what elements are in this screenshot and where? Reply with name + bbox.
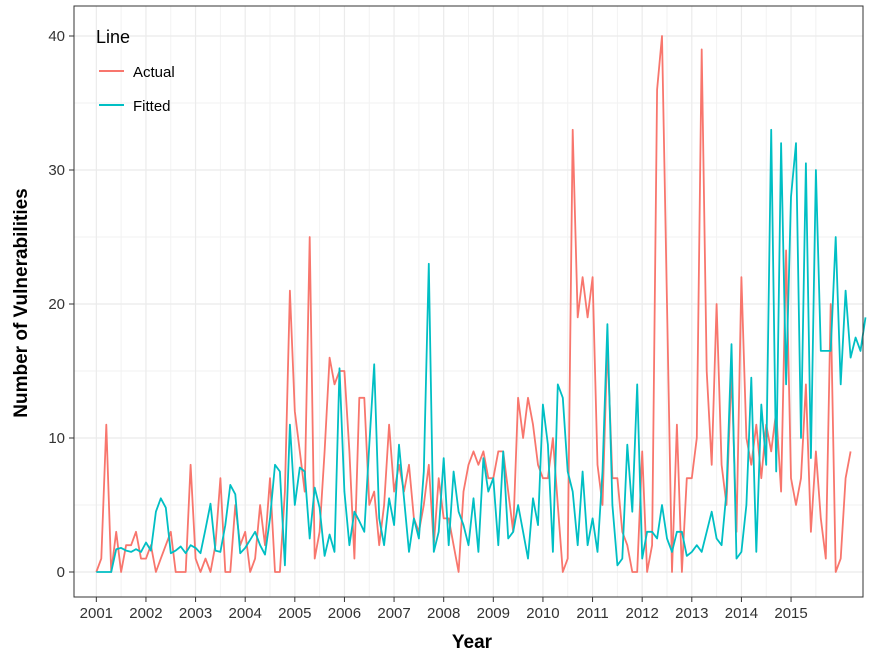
legend-label-actual: Actual bbox=[133, 64, 175, 81]
y-tick-label: 10 bbox=[48, 430, 65, 447]
x-tick-label: 2003 bbox=[179, 605, 212, 622]
y-axis: 0 10 20 30 40 bbox=[48, 28, 74, 581]
x-tick-label: 2009 bbox=[477, 605, 510, 622]
x-tick-label: 2014 bbox=[725, 605, 758, 622]
y-tick-label: 0 bbox=[57, 564, 65, 581]
x-tick-label: 2002 bbox=[129, 605, 162, 622]
y-tick-label: 30 bbox=[48, 162, 65, 179]
data-lines bbox=[95, 35, 867, 573]
x-tick-label: 2012 bbox=[625, 605, 658, 622]
x-axis-title: Year bbox=[452, 632, 493, 653]
x-tick-label: 2006 bbox=[328, 605, 361, 622]
major-gridlines bbox=[74, 6, 863, 597]
legend-title: Line bbox=[96, 27, 130, 47]
x-tick-label: 2007 bbox=[377, 605, 410, 622]
x-tick-label: 2011 bbox=[576, 605, 608, 622]
x-tick-label: 2008 bbox=[427, 605, 460, 622]
series-line-fitted bbox=[96, 128, 867, 573]
series-line-actual bbox=[95, 35, 852, 573]
x-tick-label: 2013 bbox=[675, 605, 708, 622]
y-tick-label: 20 bbox=[48, 296, 65, 313]
plot-border bbox=[73, 5, 864, 598]
x-tick-label: 2005 bbox=[278, 605, 311, 622]
y-axis-title: Number of Vulnerabilities bbox=[11, 188, 32, 417]
x-tick-label: 2004 bbox=[229, 605, 262, 622]
legend: Line Actual Fitted bbox=[96, 27, 175, 115]
x-tick-label: 2001 bbox=[80, 605, 113, 622]
x-axis: 2001 2002 2003 2004 2005 2006 2007 2008 2009 2010… bbox=[80, 597, 808, 622]
x-tick-label: 2010 bbox=[526, 605, 559, 622]
legend-label-fitted: Fitted bbox=[133, 98, 171, 115]
y-tick-label: 40 bbox=[48, 28, 65, 45]
x-tick-label: 2015 bbox=[774, 605, 807, 622]
